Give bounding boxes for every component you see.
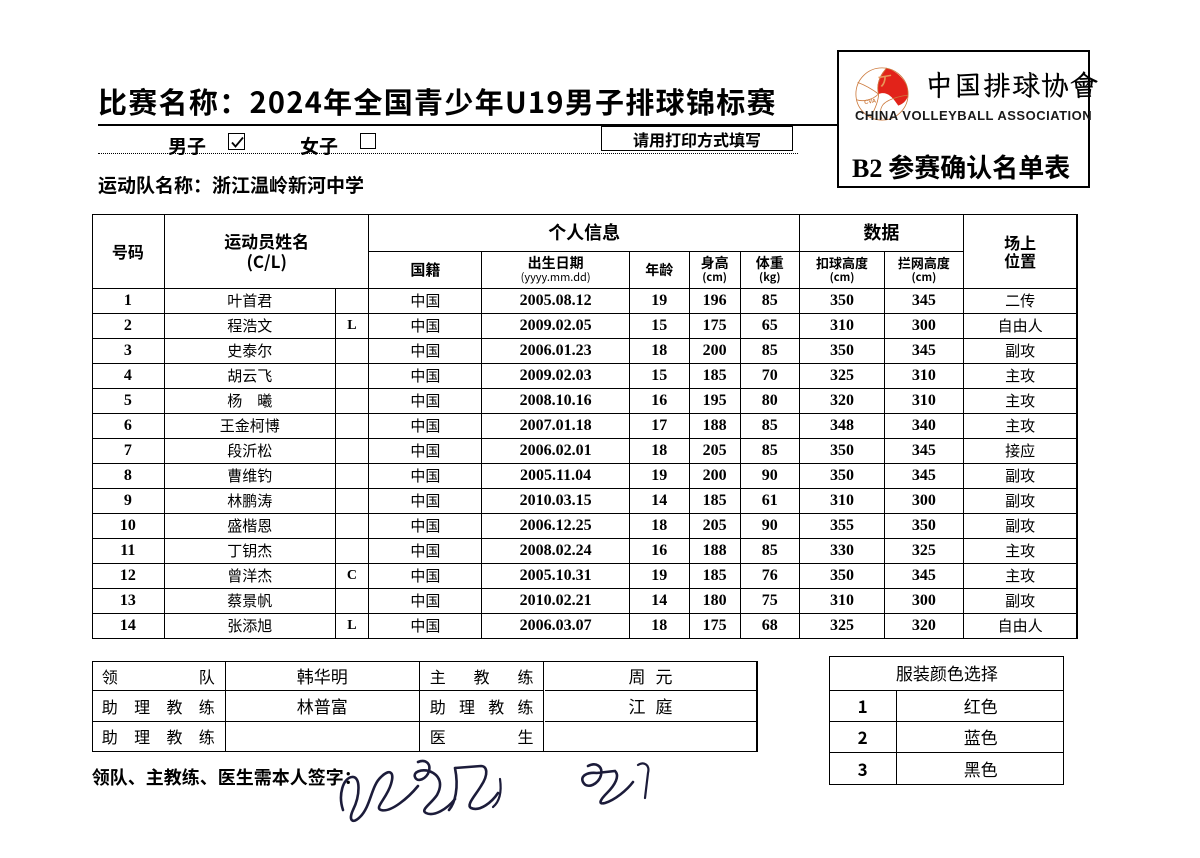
svg-text:丆: 丆: [878, 73, 895, 91]
